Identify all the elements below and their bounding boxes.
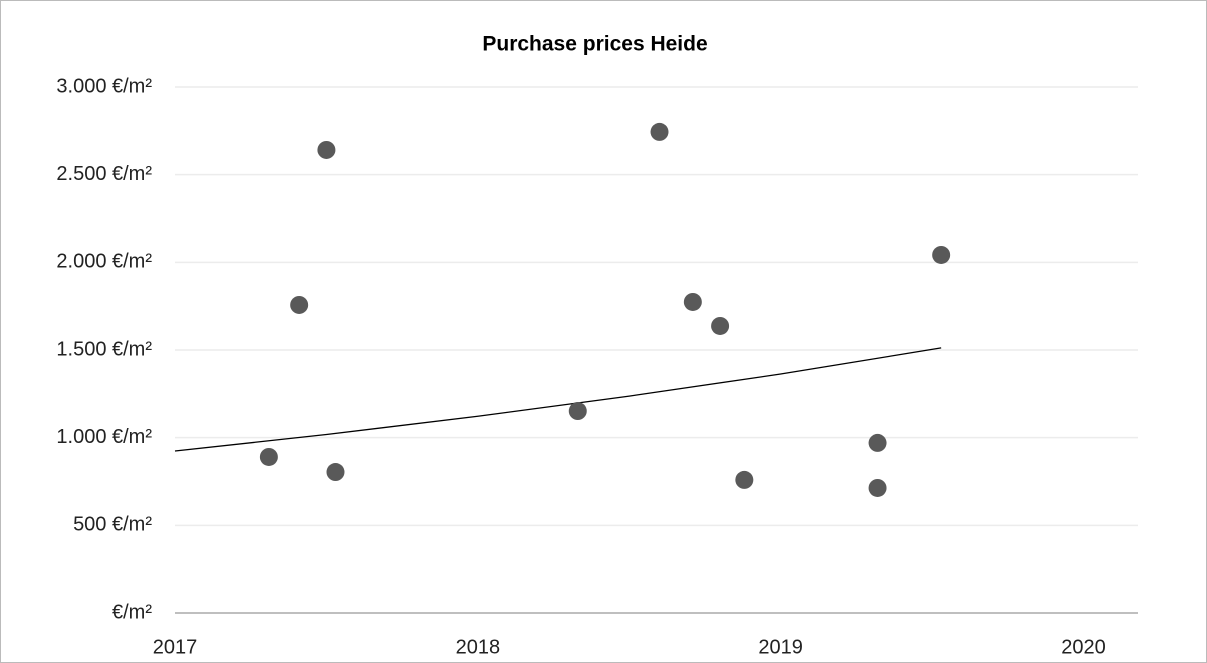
y-tick-label: 2.000 €/m² xyxy=(56,251,152,273)
scatter-point xyxy=(317,140,336,159)
scatter-point xyxy=(683,292,702,311)
chart-title: Purchase prices Heide xyxy=(482,33,707,56)
scatter-point xyxy=(650,122,669,141)
scatter-point xyxy=(868,433,887,452)
scatter-point xyxy=(326,463,345,482)
y-tick-label: 2.500 €/m² xyxy=(56,163,152,185)
x-tick-label: 2018 xyxy=(456,636,501,658)
x-tick-label: 2017 xyxy=(153,636,198,658)
y-tick-label: 500 €/m² xyxy=(73,514,152,536)
y-tick-label: 1.000 €/m² xyxy=(56,426,152,448)
scatter-point xyxy=(290,295,309,314)
scatter-point xyxy=(735,470,754,489)
y-tick-label: 1.500 €/m² xyxy=(56,338,152,360)
scatter-point xyxy=(868,478,887,497)
x-tick-label: 2019 xyxy=(758,636,803,658)
x-tick-label: 2020 xyxy=(1061,636,1106,658)
scatter-point xyxy=(259,447,278,466)
scatter-point xyxy=(568,402,587,421)
trendline xyxy=(174,347,942,452)
y-tick-label: 3.000 €/m² xyxy=(56,75,152,97)
scatter-point xyxy=(711,316,730,335)
scatter-point xyxy=(932,245,951,264)
y-tick-label: €/m² xyxy=(112,601,152,623)
